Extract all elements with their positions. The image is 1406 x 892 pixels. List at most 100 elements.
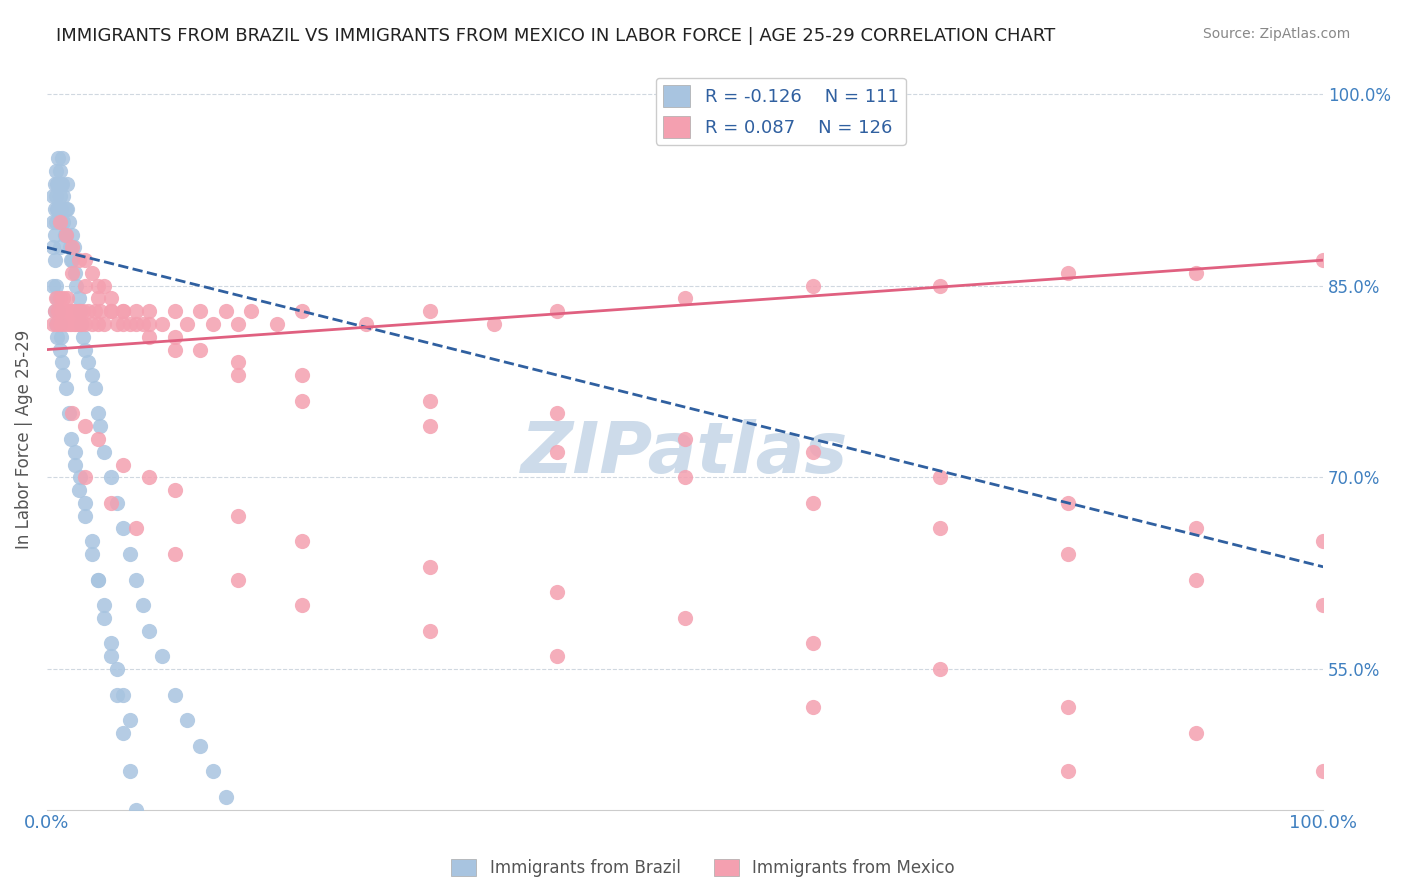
Point [52,292,75,306]
Point [1312,534,1334,549]
Point [75,278,97,293]
Point [291,534,314,549]
Point [929,470,952,484]
Point [60,432,83,446]
Point [1312,598,1334,612]
Point [52,368,75,383]
Point [69,304,91,318]
Point [48,215,70,229]
Point [48,343,70,357]
Point [100,496,122,510]
Point [75,419,97,434]
Point [240,304,263,318]
Point [59,304,82,318]
Point [1184,521,1206,535]
Point [801,445,824,459]
Point [56,202,79,216]
Point [131,598,153,612]
Point [138,304,160,318]
Point [75,508,97,523]
Point [46,317,69,331]
Point [929,521,952,535]
Point [44,177,66,191]
Point [49,317,72,331]
Point [49,330,72,344]
Point [354,317,377,331]
Point [1057,700,1080,714]
Point [48,292,70,306]
Point [419,419,441,434]
Point [84,381,107,395]
Point [112,458,135,472]
Point [89,304,111,318]
Point [80,266,103,280]
Point [546,445,568,459]
Point [419,624,441,638]
Point [291,393,314,408]
Point [801,496,824,510]
Point [87,432,110,446]
Point [163,330,186,344]
Point [118,764,141,779]
Point [112,726,135,740]
Point [48,317,70,331]
Point [49,177,72,191]
Point [228,508,250,523]
Point [112,688,135,702]
Point [929,662,952,676]
Point [52,215,75,229]
Point [163,688,186,702]
Point [1057,764,1080,779]
Point [929,278,952,293]
Point [51,151,73,165]
Point [419,559,441,574]
Point [63,445,86,459]
Point [93,278,115,293]
Point [46,202,69,216]
Point [291,598,314,612]
Point [62,253,84,268]
Text: ZIPatlas: ZIPatlas [522,419,849,488]
Point [55,227,77,242]
Point [118,317,141,331]
Text: Source: ZipAtlas.com: Source: ZipAtlas.com [1202,27,1350,41]
Point [118,713,141,727]
Point [419,393,441,408]
Point [69,304,91,318]
Point [228,815,250,830]
Point [673,611,696,625]
Point [62,317,84,331]
Point [59,240,82,254]
Point [112,521,135,535]
Point [176,713,198,727]
Point [105,688,128,702]
Point [163,304,186,318]
Point [163,483,186,497]
Point [482,317,505,331]
Point [75,343,97,357]
Point [75,253,97,268]
Point [138,470,160,484]
Point [112,304,135,318]
Point [112,317,135,331]
Point [62,304,84,318]
Point [100,292,122,306]
Point [48,177,70,191]
Point [176,317,198,331]
Point [48,304,70,318]
Point [51,177,73,191]
Point [1312,828,1334,842]
Point [228,355,250,369]
Point [1057,547,1080,561]
Point [42,278,65,293]
Point [75,496,97,510]
Point [228,573,250,587]
Point [72,304,94,318]
Point [44,253,66,268]
Point [1184,266,1206,280]
Text: IMMIGRANTS FROM BRAZIL VS IMMIGRANTS FROM MEXICO IN LABOR FORCE | AGE 25-29 CORR: IMMIGRANTS FROM BRAZIL VS IMMIGRANTS FRO… [56,27,1056,45]
Point [49,202,72,216]
Point [125,803,148,817]
Point [67,317,90,331]
Point [80,317,103,331]
